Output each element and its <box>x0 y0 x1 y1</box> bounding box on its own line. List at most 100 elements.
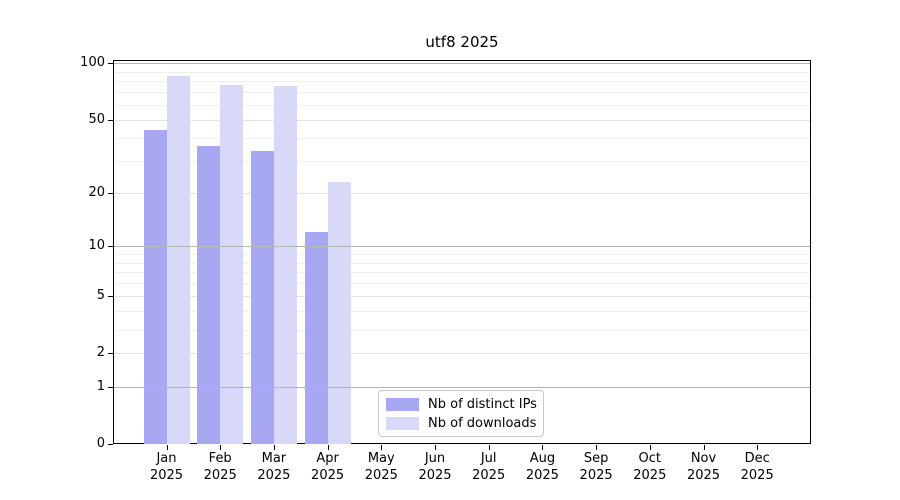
emphasis-gridline <box>114 386 810 388</box>
y-tick-label: 10 <box>88 238 105 254</box>
bar-distinct-ips <box>250 150 274 444</box>
x-tick-year: 2025 <box>311 468 345 483</box>
x-tick-month: Dec <box>744 451 770 466</box>
x-tick-label: Nov 2025 <box>672 450 736 484</box>
x-tick-mark <box>381 445 383 450</box>
x-tick-mark <box>596 445 598 450</box>
x-tick-label: Sep 2025 <box>564 450 628 484</box>
x-tick-year: 2025 <box>418 468 452 483</box>
major-gridline <box>114 119 810 121</box>
y-tick-mark <box>108 444 113 445</box>
y-tick-mark <box>108 119 113 121</box>
x-tick-month: Jan <box>156 451 177 466</box>
y-tick-label: 100 <box>80 55 105 71</box>
x-tick-year: 2025 <box>364 468 398 483</box>
x-tick-mark <box>703 445 705 450</box>
x-tick-label: May 2025 <box>349 450 413 484</box>
x-tick-mark <box>327 445 329 450</box>
x-tick-label: Jul 2025 <box>457 450 521 484</box>
y-tick-label: 50 <box>88 111 105 127</box>
x-tick-mark <box>435 445 436 450</box>
y-tick-mark <box>108 246 113 248</box>
x-tick-month: Oct <box>638 451 662 466</box>
bar-downloads <box>273 85 297 444</box>
minor-gridline <box>114 92 810 94</box>
major-gridline <box>114 353 810 355</box>
bar-downloads <box>166 76 190 444</box>
x-tick-mark <box>273 445 275 450</box>
x-tick-mark <box>488 445 490 450</box>
minor-gridline <box>114 311 810 313</box>
minor-gridline <box>114 254 810 255</box>
legend-swatch <box>386 416 419 430</box>
x-tick-year: 2025 <box>257 468 291 483</box>
x-tick-label: Jan 2025 <box>135 450 199 484</box>
x-tick-mark <box>220 445 222 450</box>
x-tick-label: Aug 2025 <box>510 450 574 484</box>
y-tick-label: 2 <box>96 345 105 361</box>
bar-distinct-ips <box>304 232 328 444</box>
x-tick-label: Dec 2025 <box>725 450 789 484</box>
x-tick-label: Oct 2025 <box>618 450 682 484</box>
x-tick-year: 2025 <box>472 468 506 483</box>
minor-gridline <box>114 272 810 274</box>
x-tick-label: Jun 2025 <box>403 450 467 484</box>
emphasis-gridline <box>114 63 810 65</box>
x-tick-year: 2025 <box>579 468 613 483</box>
x-tick-mark <box>649 445 651 450</box>
y-tick-mark <box>108 386 113 388</box>
x-tick-month: Jun <box>424 451 446 466</box>
minor-gridline <box>114 104 810 106</box>
x-tick-mark <box>757 445 759 450</box>
y-tick-label: 5 <box>96 288 105 304</box>
legend-label: Nb of downloads <box>428 415 537 431</box>
x-tick-mark <box>166 445 168 450</box>
minor-gridline <box>114 283 810 285</box>
emphasis-gridline <box>114 246 810 248</box>
y-tick-mark <box>108 353 113 355</box>
minor-gridline <box>114 160 810 162</box>
chart-title: utf8 2025 <box>425 33 499 51</box>
x-tick-year: 2025 <box>525 468 559 483</box>
x-tick-month: Apr <box>316 451 339 466</box>
plot-area <box>113 60 811 444</box>
minor-gridline <box>114 71 810 73</box>
major-gridline <box>114 296 810 298</box>
x-tick-label: Apr 2025 <box>296 450 360 484</box>
x-tick-month: Aug <box>529 451 556 466</box>
y-tick-label: 20 <box>88 184 105 200</box>
x-tick-year: 2025 <box>203 468 237 483</box>
y-tick-label: 1 <box>96 378 105 394</box>
legend-label: Nb of distinct IPs <box>428 396 537 412</box>
y-tick-mark <box>108 63 113 65</box>
minor-gridline <box>114 137 810 139</box>
x-tick-month: Mar <box>261 451 287 466</box>
x-tick-label: Feb 2025 <box>188 450 252 484</box>
x-tick-year: 2025 <box>633 468 667 483</box>
bar-distinct-ips <box>197 146 221 444</box>
x-tick-month: Feb <box>208 451 232 466</box>
x-tick-mark <box>542 445 544 450</box>
x-tick-month: Nov <box>690 451 717 466</box>
minor-gridline <box>114 329 810 331</box>
y-tick-mark <box>108 296 113 298</box>
y-tick-label: 0 <box>96 436 105 451</box>
y-tick-mark <box>108 192 113 194</box>
major-gridline <box>114 192 810 194</box>
x-tick-label: Mar 2025 <box>242 450 306 484</box>
minor-gridline <box>114 81 810 83</box>
x-tick-year: 2025 <box>740 468 774 483</box>
minor-gridline <box>114 262 810 264</box>
x-tick-month: May <box>367 451 395 466</box>
bar-downloads <box>327 181 351 444</box>
legend-entry: Nb of distinct IPs <box>386 397 543 412</box>
bar-downloads <box>220 84 244 444</box>
legend-swatch <box>386 397 419 411</box>
bar-distinct-ips <box>143 129 167 444</box>
legend: Nb of distinct IPs Nb of downloads <box>378 390 544 437</box>
x-tick-year: 2025 <box>686 468 721 483</box>
x-tick-month: Sep <box>583 451 609 466</box>
x-tick-year: 2025 <box>149 468 184 483</box>
legend-entry: Nb of downloads <box>386 416 543 431</box>
